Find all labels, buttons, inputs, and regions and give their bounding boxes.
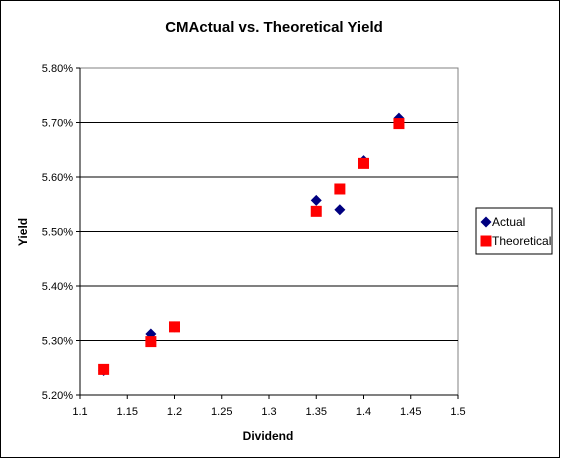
legend-theoretical-marker	[480, 235, 492, 247]
y-tick-label: 5.40%	[42, 281, 73, 293]
x-tick-label: 1.25	[211, 406, 232, 418]
x-tick-label: 1.45	[400, 406, 421, 418]
x-tick-label: 1.4	[356, 406, 371, 418]
series-theoretical	[98, 118, 405, 375]
x-tick-label: 1.5	[450, 406, 465, 418]
y-tick-label: 5.20%	[42, 390, 73, 402]
legend-actual-marker	[480, 216, 492, 228]
legend-items: Actual Theoretical	[480, 215, 551, 248]
legend-theoretical-label: Theoretical	[492, 234, 551, 248]
y-axis-ticks: 5.20% 5.30% 5.40% 5.50% 5.60% 5.70% 5.80%	[42, 63, 80, 402]
chart-title: CMActual vs. Theoretical Yield	[165, 19, 383, 36]
theoretical-point	[393, 118, 405, 130]
y-tick-label: 5.70%	[42, 118, 73, 130]
theoretical-point	[334, 183, 346, 195]
x-tick-label: 1.35	[306, 406, 327, 418]
theoretical-point	[98, 363, 110, 375]
actual-point	[334, 204, 346, 216]
theoretical-point	[358, 157, 369, 169]
x-tick-label: 1.15	[117, 406, 138, 418]
y-axis-label: Yield	[16, 218, 30, 246]
theoretical-point	[169, 321, 180, 333]
y-tick-label: 5.30%	[42, 336, 73, 348]
x-tick-label: 1.1	[72, 406, 87, 418]
x-tick-label: 1.3	[261, 406, 276, 418]
legend-actual-label: Actual	[492, 215, 525, 229]
series-layer	[98, 112, 405, 376]
y-tick-label: 5.60%	[42, 172, 73, 184]
legend: Actual Theoretical	[475, 207, 553, 255]
theoretical-point	[310, 205, 322, 217]
y-tick-label: 5.50%	[42, 227, 73, 239]
x-axis-label: Dividend	[243, 429, 294, 443]
theoretical-point	[145, 336, 157, 348]
x-tick-label: 1.2	[167, 406, 182, 418]
y-tick-label: 5.80%	[42, 63, 73, 75]
actual-point	[310, 194, 322, 206]
